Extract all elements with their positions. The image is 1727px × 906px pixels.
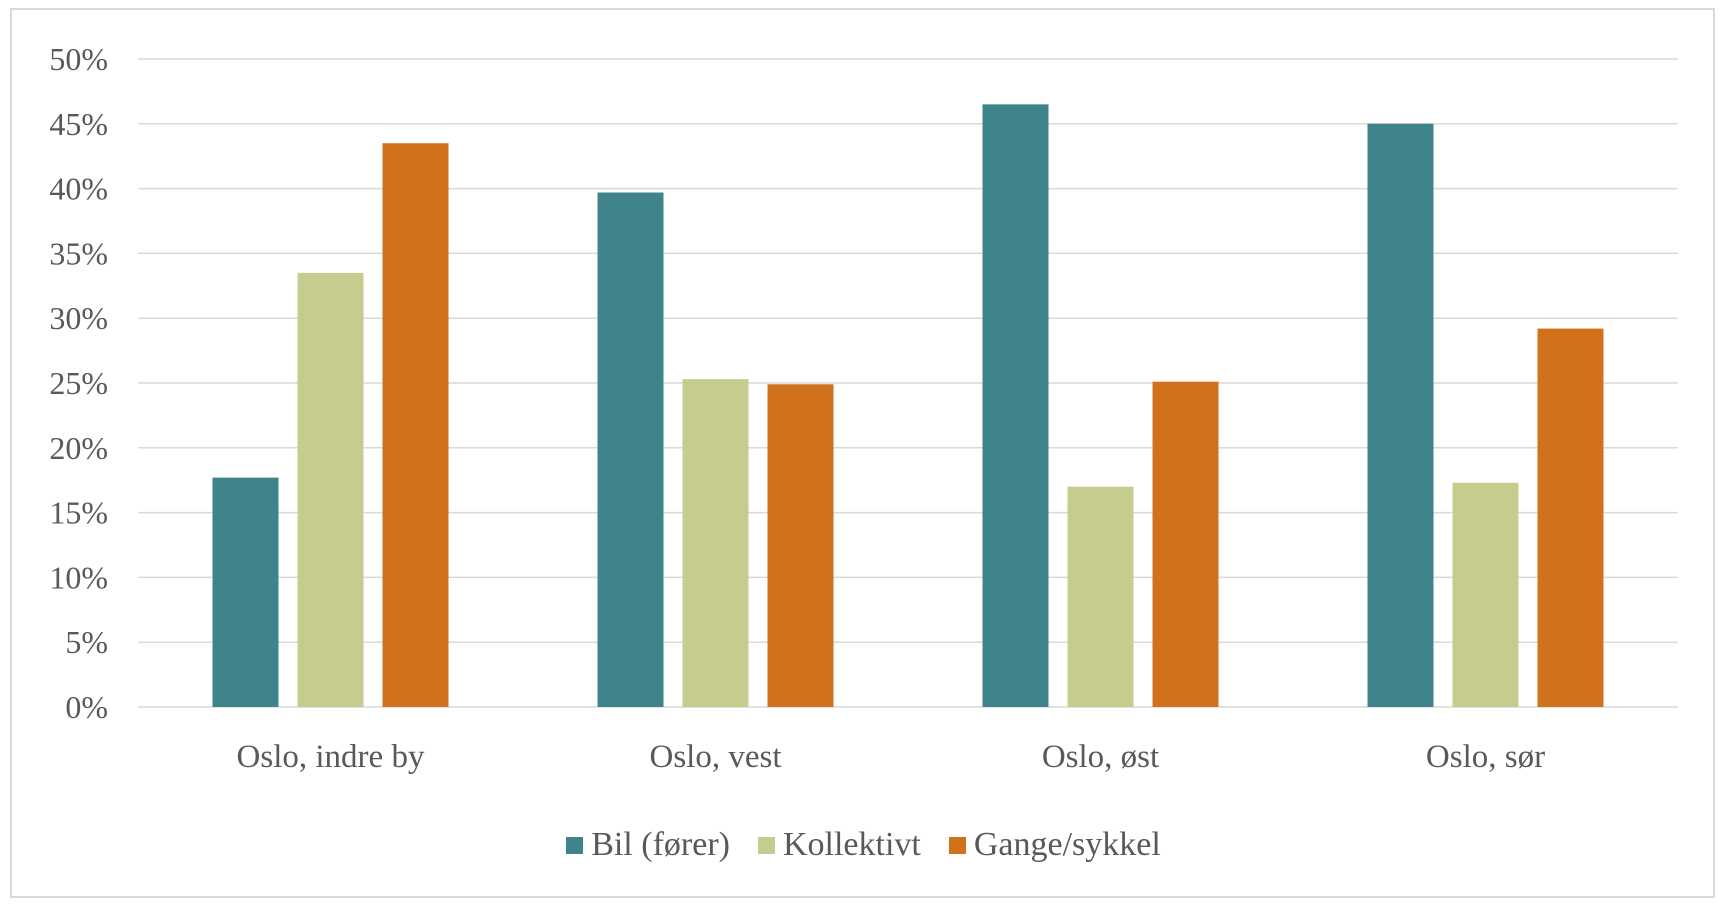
gridlines <box>138 58 1678 708</box>
y-tick-label: 15% <box>49 495 108 531</box>
x-tick-label: Oslo, indre by <box>237 739 425 775</box>
y-tick-label: 40% <box>49 171 108 207</box>
y-tick-label: 25% <box>49 365 108 401</box>
legend-swatch <box>948 836 966 854</box>
bar-kollektivt-3 <box>1452 482 1519 707</box>
bar-gange-sykkel-0 <box>382 143 449 708</box>
y-tick-label: 10% <box>49 559 108 595</box>
bar-kollektivt-2 <box>1067 486 1134 707</box>
legend: Bil (fører) Kollektivt Gange/sykkel <box>0 826 1727 864</box>
legend-swatch <box>757 836 775 854</box>
bar-kollektivt-1 <box>682 379 749 707</box>
legend-item: Bil (fører) <box>566 826 730 864</box>
y-tick-label: 30% <box>49 300 108 336</box>
bar-gange-sykkel-1 <box>767 384 834 707</box>
legend-item: Kollektivt <box>757 826 921 864</box>
y-axis-ticks: 0% 5% 10% 15% 20% 25% 30% 35% 40% 45% 50% <box>49 41 108 725</box>
y-tick-label: 35% <box>49 235 108 271</box>
bar-bil-f-rer--2 <box>982 104 1049 708</box>
legend-label: Bil (fører) <box>591 826 730 863</box>
legend-swatch <box>566 836 584 854</box>
x-tick-label: Oslo, øst <box>1042 739 1159 775</box>
y-tick-label: 50% <box>49 41 108 77</box>
legend-label: Gange/sykkel <box>973 826 1161 863</box>
bar-kollektivt-0 <box>297 272 364 707</box>
x-tick-label: Oslo, sør <box>1426 739 1545 775</box>
x-tick-label: Oslo, vest <box>650 739 782 775</box>
x-axis-ticks: Oslo, indre by Oslo, vest Oslo, øst Oslo, s… <box>237 739 1546 775</box>
legend-label: Kollektivt <box>782 826 921 863</box>
legend-item: Gange/sykkel <box>948 826 1161 864</box>
bar-bil-f-rer--1 <box>597 192 664 707</box>
bar-gange-sykkel-3 <box>1537 328 1604 707</box>
bars <box>212 104 1604 708</box>
y-tick-label: 45% <box>49 106 108 142</box>
y-tick-label: 5% <box>65 624 108 660</box>
bar-bil-f-rer--3 <box>1367 123 1434 708</box>
y-tick-label: 20% <box>49 430 108 466</box>
y-tick-label: 0% <box>65 689 108 725</box>
bar-gange-sykkel-2 <box>1152 381 1219 707</box>
bar-bil-f-rer--0 <box>212 477 279 707</box>
